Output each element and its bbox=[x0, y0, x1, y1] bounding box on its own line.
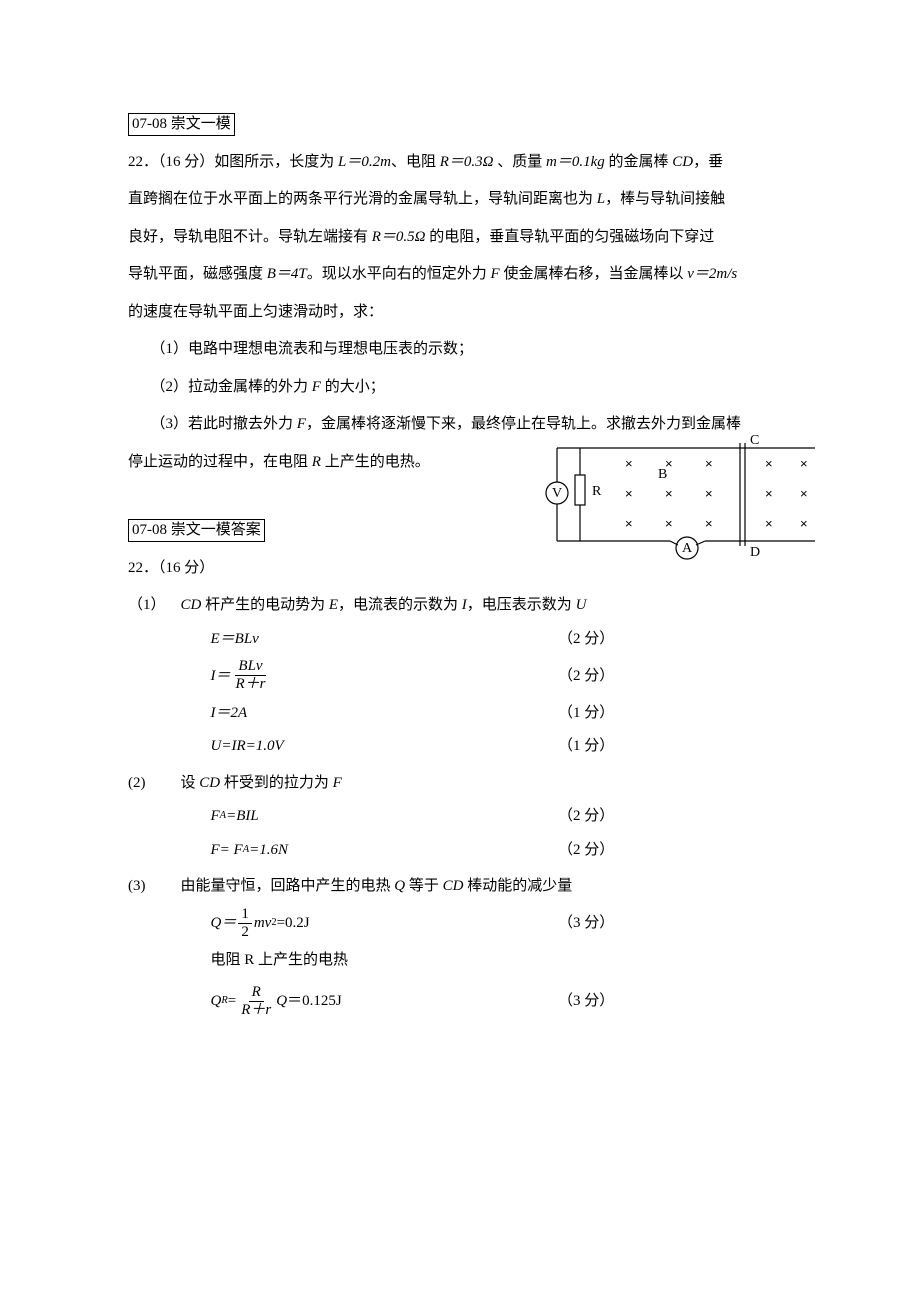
answer-part-2-intro: (2) 设 CD 杆受到的拉力为 F bbox=[128, 769, 800, 798]
answer-tag-box: 07-08 崇文一模答案 bbox=[128, 519, 265, 542]
svg-text:×: × bbox=[765, 486, 773, 501]
equation-5: FA=BIL （2 分） bbox=[128, 802, 800, 831]
answer-part-3-intro: (3) 由能量守恒，回路中产生的电热 Q 等于 CD 棒动能的减少量 bbox=[128, 872, 800, 901]
equation-7: Q＝ 1 2 mv2 =0.2J （3 分） bbox=[128, 906, 800, 942]
equation-6: F= FA =1.6N （2 分） bbox=[128, 836, 800, 865]
exam-tag: 07-08 崇文一模 bbox=[128, 110, 800, 139]
question-1: （1）电路中理想电流表和与理想电压表的示数； bbox=[128, 335, 800, 364]
equation-8: QR= R R＋r Q ＝0.125J （3 分） bbox=[128, 984, 800, 1020]
svg-text:×: × bbox=[625, 516, 633, 531]
exam-tag-box: 07-08 崇文一模 bbox=[128, 113, 235, 136]
answer-part-3-line-2: 电阻 R 上产生的电热 bbox=[128, 946, 800, 975]
problem-line-1: 22．（16 分）如图所示，长度为 L＝0.2m、电阻 R＝0.3Ω 、质量 m… bbox=[128, 148, 800, 177]
svg-text:×: × bbox=[625, 486, 633, 501]
circuit-diagram: V R A B C D ××××× ××××× ××××× bbox=[540, 433, 820, 574]
problem-block: 22．（16 分）如图所示，长度为 L＝0.2m、电阻 R＝0.3Ω 、质量 m… bbox=[128, 148, 800, 477]
problem-line-2: 直跨搁在位于水平面上的两条平行光滑的金属导轨上，导轨间距离也为 L，棒与导轨间接… bbox=[128, 185, 800, 214]
ammeter-label: A bbox=[682, 541, 693, 556]
svg-text:×: × bbox=[800, 516, 808, 531]
problem-line-5: 的速度在导轨平面上匀速滑动时，求： bbox=[128, 298, 800, 327]
equation-3: I＝2A （1 分） bbox=[128, 699, 800, 728]
svg-text:×: × bbox=[625, 456, 633, 471]
problem-line-3: 良好，导轨电阻不计。导轨左端接有 R＝0.5Ω 的电阻，垂直导轨平面的匀强磁场向… bbox=[128, 223, 800, 252]
svg-text:×: × bbox=[765, 456, 773, 471]
question-2: （2）拉动金属棒的外力 F 的大小； bbox=[128, 373, 800, 402]
svg-text:×: × bbox=[800, 486, 808, 501]
c-label: C bbox=[750, 433, 759, 448]
svg-text:×: × bbox=[665, 456, 673, 471]
svg-text:×: × bbox=[705, 516, 713, 531]
question-3-line-2: 停止运动的过程中，在电阻 R 上产生的电热。 bbox=[128, 448, 531, 477]
d-label: D bbox=[750, 545, 760, 560]
svg-text:×: × bbox=[705, 456, 713, 471]
voltmeter-label: V bbox=[552, 486, 562, 501]
svg-text:×: × bbox=[800, 456, 808, 471]
svg-text:×: × bbox=[705, 486, 713, 501]
svg-text:×: × bbox=[765, 516, 773, 531]
resistor-label: R bbox=[592, 484, 602, 499]
svg-text:×: × bbox=[665, 516, 673, 531]
problem-number: 22． bbox=[128, 154, 158, 170]
problem-line-4: 导轨平面，磁感强度 B＝4T。现以水平向右的恒定外力 F 使金属棒右移，当金属棒… bbox=[128, 260, 800, 289]
circuit-svg: V R A B C D ××××× ××××× ××××× bbox=[540, 433, 820, 563]
answer-part-1-intro: （1） CD 杆产生的电动势为 E，电流表的示数为 I，电压表示数为 U bbox=[128, 591, 800, 620]
equation-4: U=IR=1.0V （1 分） bbox=[128, 732, 800, 761]
problem-points: （16 分） bbox=[158, 154, 214, 170]
svg-text:×: × bbox=[665, 486, 673, 501]
equation-2: I＝ BLv R＋r （2 分） bbox=[128, 658, 800, 694]
equation-1: E＝BLv （2 分） bbox=[128, 625, 800, 654]
